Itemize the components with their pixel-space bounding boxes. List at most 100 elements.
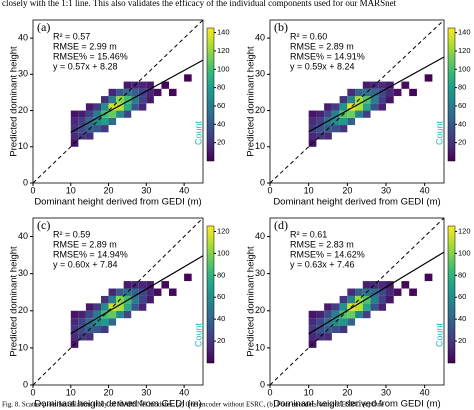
density-cell	[355, 310, 363, 319]
density-cell	[85, 333, 94, 341]
y-tick-label: 20	[255, 305, 265, 315]
annotation: RMSE = 2.83 m	[290, 239, 354, 249]
density-cell	[324, 110, 332, 118]
density-cell	[169, 88, 177, 97]
density-cell	[339, 103, 348, 111]
density-cell	[146, 81, 154, 89]
density-cell	[131, 103, 139, 111]
density-cell	[85, 303, 94, 311]
x-tick-label: 10	[304, 387, 314, 397]
density-cell	[101, 125, 109, 133]
x-tick-label: 20	[104, 185, 114, 195]
density-cell	[316, 125, 325, 133]
density-cell	[146, 88, 154, 97]
colorbar	[206, 225, 215, 364]
density-cell	[108, 310, 117, 319]
density-cell	[70, 132, 79, 140]
density-cell	[370, 288, 379, 296]
density-cell	[378, 288, 386, 296]
y-axis-label: Predicted dominant height	[9, 46, 20, 157]
density-cell	[101, 303, 109, 311]
density-cell	[123, 88, 132, 97]
density-cell	[308, 310, 317, 319]
panel-label: (d)	[274, 218, 288, 232]
density-cell	[138, 281, 147, 289]
colorbar-label: Count	[434, 323, 444, 348]
density-cell	[93, 103, 101, 111]
density-cell	[161, 81, 169, 89]
density-cell	[316, 325, 325, 334]
annotation: RMSE% = 14.91%	[290, 51, 365, 61]
density-cell	[370, 96, 379, 104]
density-cell	[401, 281, 410, 289]
y-tick-label: 20	[255, 105, 265, 115]
annotation: R² = 0.57	[53, 31, 90, 41]
colorbar-tick-label: 60	[458, 101, 466, 110]
density-cell	[331, 303, 340, 311]
density-cell	[93, 325, 101, 334]
y-tick-label: 40	[18, 231, 28, 241]
y-axis-label: Predicted dominant height	[9, 246, 20, 357]
density-cell	[78, 310, 86, 319]
density-cell	[70, 325, 79, 334]
colorbar	[447, 225, 456, 364]
density-cell	[108, 117, 117, 126]
density-cell	[70, 333, 79, 341]
y-tick-label: 30	[255, 69, 265, 79]
density-cell	[138, 288, 147, 296]
density-cell	[355, 110, 363, 118]
density-cell	[131, 303, 139, 311]
density-cell	[123, 96, 132, 104]
density-cell	[123, 310, 132, 319]
density-cell	[85, 110, 94, 118]
caption: Fig. 8. Scatter plots for ablation study…	[2, 401, 384, 409]
density-cell	[78, 318, 86, 326]
density-cell	[101, 318, 109, 326]
density-cell	[116, 110, 124, 118]
y-tick-label: 10	[255, 342, 265, 352]
x-tick-label: 40	[179, 387, 189, 397]
density-cell	[339, 303, 348, 311]
density-cell	[362, 81, 371, 89]
y-tick-label: 20	[18, 105, 28, 115]
axes-frame	[269, 217, 445, 386]
density-cell	[93, 117, 101, 126]
density-cell	[123, 288, 132, 296]
fit-line	[70, 59, 204, 133]
density-cell	[378, 303, 386, 311]
y-tick-label: 0	[23, 379, 28, 389]
density-cell	[339, 96, 348, 104]
density-cell	[131, 88, 139, 97]
density-cell	[138, 103, 147, 111]
density-cell	[93, 303, 101, 311]
annotation: y = 0.60x + 7.84	[53, 259, 118, 269]
density-cell	[108, 288, 117, 296]
x-tick-label: 10	[66, 185, 76, 195]
density-cell	[347, 117, 356, 126]
density-cell	[93, 110, 101, 118]
annotation: RMSE% = 15.46%	[53, 51, 128, 61]
density-cell	[355, 288, 363, 296]
density-cell	[339, 318, 348, 326]
density-cell	[108, 96, 117, 104]
density-cell	[153, 88, 162, 97]
density-cell	[316, 110, 325, 118]
annotation: y = 0.59x + 8.24	[290, 61, 355, 71]
colorbar-tick-label: 100	[458, 248, 471, 257]
density-cell	[386, 295, 394, 304]
density-cell	[93, 310, 101, 319]
colorbar-tick-label: 20	[458, 138, 466, 147]
density-cell	[123, 81, 132, 89]
density-cell	[370, 303, 379, 311]
y-tick-label: 40	[255, 231, 265, 241]
x-tick-label: 30	[141, 387, 151, 397]
density-cell	[153, 288, 162, 296]
density-cell	[101, 103, 109, 111]
density-cell	[401, 81, 410, 89]
colorbar-tick-label: 20	[217, 336, 225, 345]
density-cell	[184, 273, 192, 282]
colorbar-tick-label: 60	[458, 292, 466, 301]
axes-frame	[32, 217, 204, 386]
density-cell	[101, 117, 109, 126]
